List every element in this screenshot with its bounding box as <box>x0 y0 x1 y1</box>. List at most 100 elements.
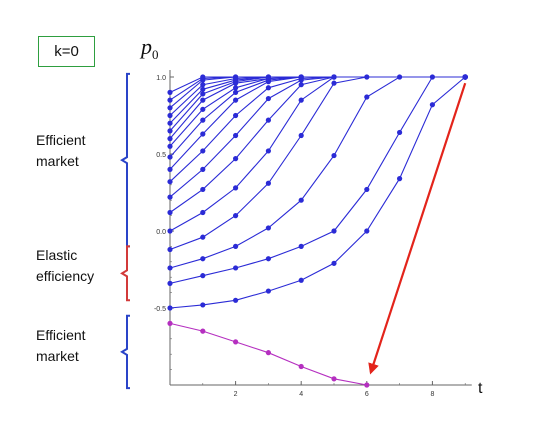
series-point <box>233 213 239 219</box>
series-point <box>233 132 239 139</box>
series-point <box>233 297 239 303</box>
series-line-14 <box>169 76 466 232</box>
series-point <box>167 120 173 126</box>
series-line-10 <box>169 76 466 170</box>
y-tick-label: -0.5 <box>154 306 166 313</box>
series-point <box>200 91 206 97</box>
series-point <box>429 74 435 80</box>
series-point <box>233 339 239 345</box>
series-point <box>397 129 403 136</box>
series-point <box>200 273 206 279</box>
series-point <box>200 186 206 193</box>
series-point <box>331 74 337 80</box>
series-point <box>233 243 239 249</box>
series-point <box>298 277 304 283</box>
series-point <box>298 97 304 103</box>
series-line-17 <box>169 76 466 284</box>
series-point <box>364 186 370 193</box>
series-point <box>167 154 173 160</box>
series-point <box>364 94 370 100</box>
bracket-bottom <box>120 314 130 390</box>
bracket-top <box>120 72 130 248</box>
x-tick-label: 8 <box>430 391 434 398</box>
series-point <box>167 209 173 216</box>
series-point <box>331 80 337 86</box>
series-line-5 <box>169 76 466 124</box>
series-point <box>233 185 239 191</box>
series-point <box>364 382 370 388</box>
series-point <box>233 85 239 91</box>
y-axis-label-base: p <box>139 34 152 59</box>
series-point <box>298 77 304 83</box>
red-arrow <box>368 82 467 375</box>
series-point <box>200 77 206 83</box>
series-point <box>167 166 173 172</box>
y-tick-label: 1.0 <box>156 75 166 82</box>
series-point <box>265 95 271 102</box>
series-point <box>167 128 173 134</box>
efficient-market-top-line-2: market <box>36 153 79 169</box>
y-tick-label: 0.0 <box>156 229 166 236</box>
series-point <box>167 143 173 149</box>
k-value-label: k=0 <box>54 43 79 60</box>
series-point <box>265 180 271 186</box>
series-point <box>397 176 403 182</box>
series-point <box>200 166 206 172</box>
elastic-efficiency-line-2: efficiency <box>36 268 95 284</box>
series-line-3 <box>169 76 466 109</box>
efficient-market-bottom-line-2: market <box>36 348 79 364</box>
series-point <box>200 328 206 334</box>
series-point <box>364 228 370 234</box>
series-point <box>167 136 173 142</box>
series-point <box>298 82 304 88</box>
series-point <box>233 80 239 86</box>
series-point <box>167 228 173 234</box>
series-point <box>233 89 239 95</box>
efficient-market-bottom-label: Efficient market <box>36 325 86 367</box>
series-point <box>233 112 239 119</box>
series-point <box>200 302 206 308</box>
series-point <box>200 256 206 262</box>
series-line-15 <box>169 76 466 251</box>
series-point <box>200 97 206 103</box>
series-point <box>200 209 206 216</box>
series-point <box>167 194 173 200</box>
series-point <box>200 234 206 240</box>
series-point <box>265 117 271 123</box>
series-point <box>397 74 403 80</box>
x-axis-label: t <box>478 380 483 397</box>
series-point <box>167 246 173 253</box>
bracket-middle <box>120 245 130 302</box>
series-point <box>200 117 206 123</box>
series-point <box>265 79 271 85</box>
series-point <box>331 152 337 159</box>
series-point <box>265 225 271 231</box>
series-point <box>167 179 173 185</box>
k-value-box: k=0 <box>38 36 95 67</box>
y-axis-label: p0 <box>139 34 159 62</box>
series-point <box>265 350 271 356</box>
x-tick-label: 2 <box>234 391 238 398</box>
efficient-market-bottom-line-1: Efficient <box>36 327 86 343</box>
series-point <box>233 97 239 103</box>
series-point <box>265 288 271 294</box>
efficient-market-top-line-1: Efficient <box>36 132 86 148</box>
series-point <box>167 105 173 111</box>
series-point <box>167 265 173 271</box>
series-point <box>331 376 337 382</box>
series-point <box>462 74 468 80</box>
series-point <box>298 363 304 370</box>
series-point <box>167 320 173 326</box>
series-point <box>167 280 173 286</box>
series-point <box>331 260 337 266</box>
series-line-16 <box>169 76 466 269</box>
series-point <box>200 148 206 154</box>
elastic-efficiency-line-1: Elastic <box>36 247 78 263</box>
series-point <box>167 97 173 103</box>
y-tick-label: 0.5 <box>156 152 166 159</box>
series-point <box>298 132 304 139</box>
series-line-18 <box>169 76 466 309</box>
series-point <box>429 102 435 108</box>
series-point <box>167 112 173 119</box>
series-point <box>265 85 271 91</box>
